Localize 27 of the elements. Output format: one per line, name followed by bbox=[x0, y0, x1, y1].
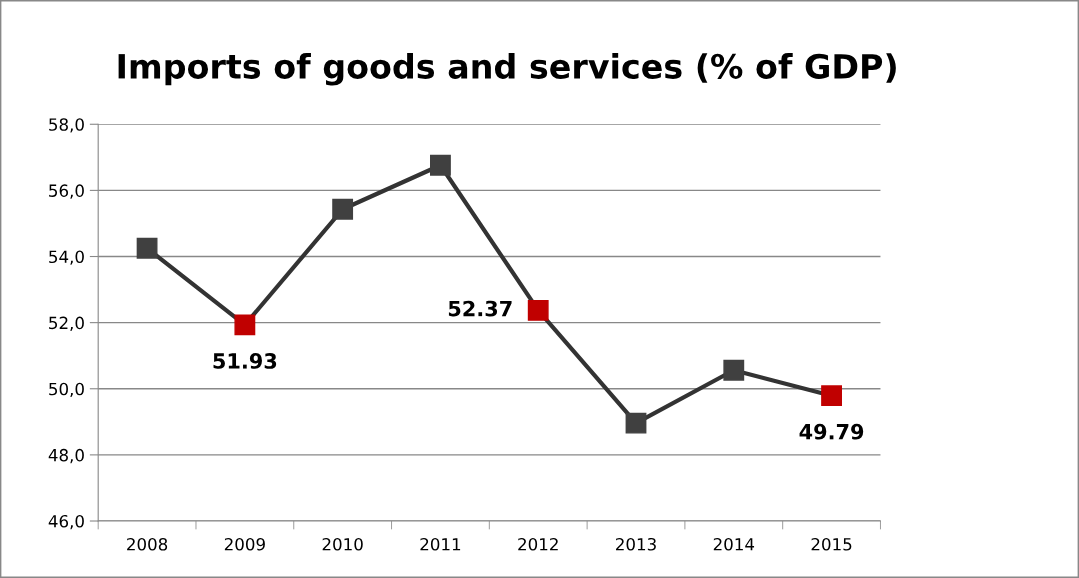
y-tick-label: 52,0 bbox=[49, 316, 84, 331]
y-tick-label: 58,0 bbox=[49, 118, 84, 133]
point bbox=[234, 314, 256, 336]
y-tick-label: 56,0 bbox=[49, 184, 84, 199]
chart-title: Imports of goods and services (% of GDP) bbox=[118, 53, 896, 86]
y-tick-label: 46,0 bbox=[48, 514, 84, 530]
point bbox=[332, 198, 354, 220]
point bbox=[821, 385, 842, 407]
x-tick-label: 2009 bbox=[224, 537, 265, 551]
y-tick-label: 54,0 bbox=[49, 250, 84, 265]
x-tick-label: 2013 bbox=[616, 537, 656, 551]
x-tick-label: 2015 bbox=[811, 537, 852, 551]
y-tick-label: 48,0 bbox=[48, 448, 84, 464]
data-label: 52.37 bbox=[448, 300, 512, 317]
data-label: 51.93 bbox=[213, 353, 277, 369]
point bbox=[723, 359, 745, 381]
point bbox=[625, 412, 647, 434]
point bbox=[430, 154, 451, 176]
x-tick-label: 2010 bbox=[322, 537, 363, 551]
x-tick-label: 2014 bbox=[713, 537, 755, 551]
x-tick-label: 2011 bbox=[420, 537, 461, 551]
point bbox=[527, 299, 549, 321]
x-tick-label: 2008 bbox=[127, 537, 168, 551]
x-tick-label: 2012 bbox=[518, 537, 558, 551]
y-tick-label: 50,0 bbox=[49, 382, 84, 398]
point bbox=[136, 237, 158, 259]
data-label: 49.79 bbox=[799, 423, 864, 440]
